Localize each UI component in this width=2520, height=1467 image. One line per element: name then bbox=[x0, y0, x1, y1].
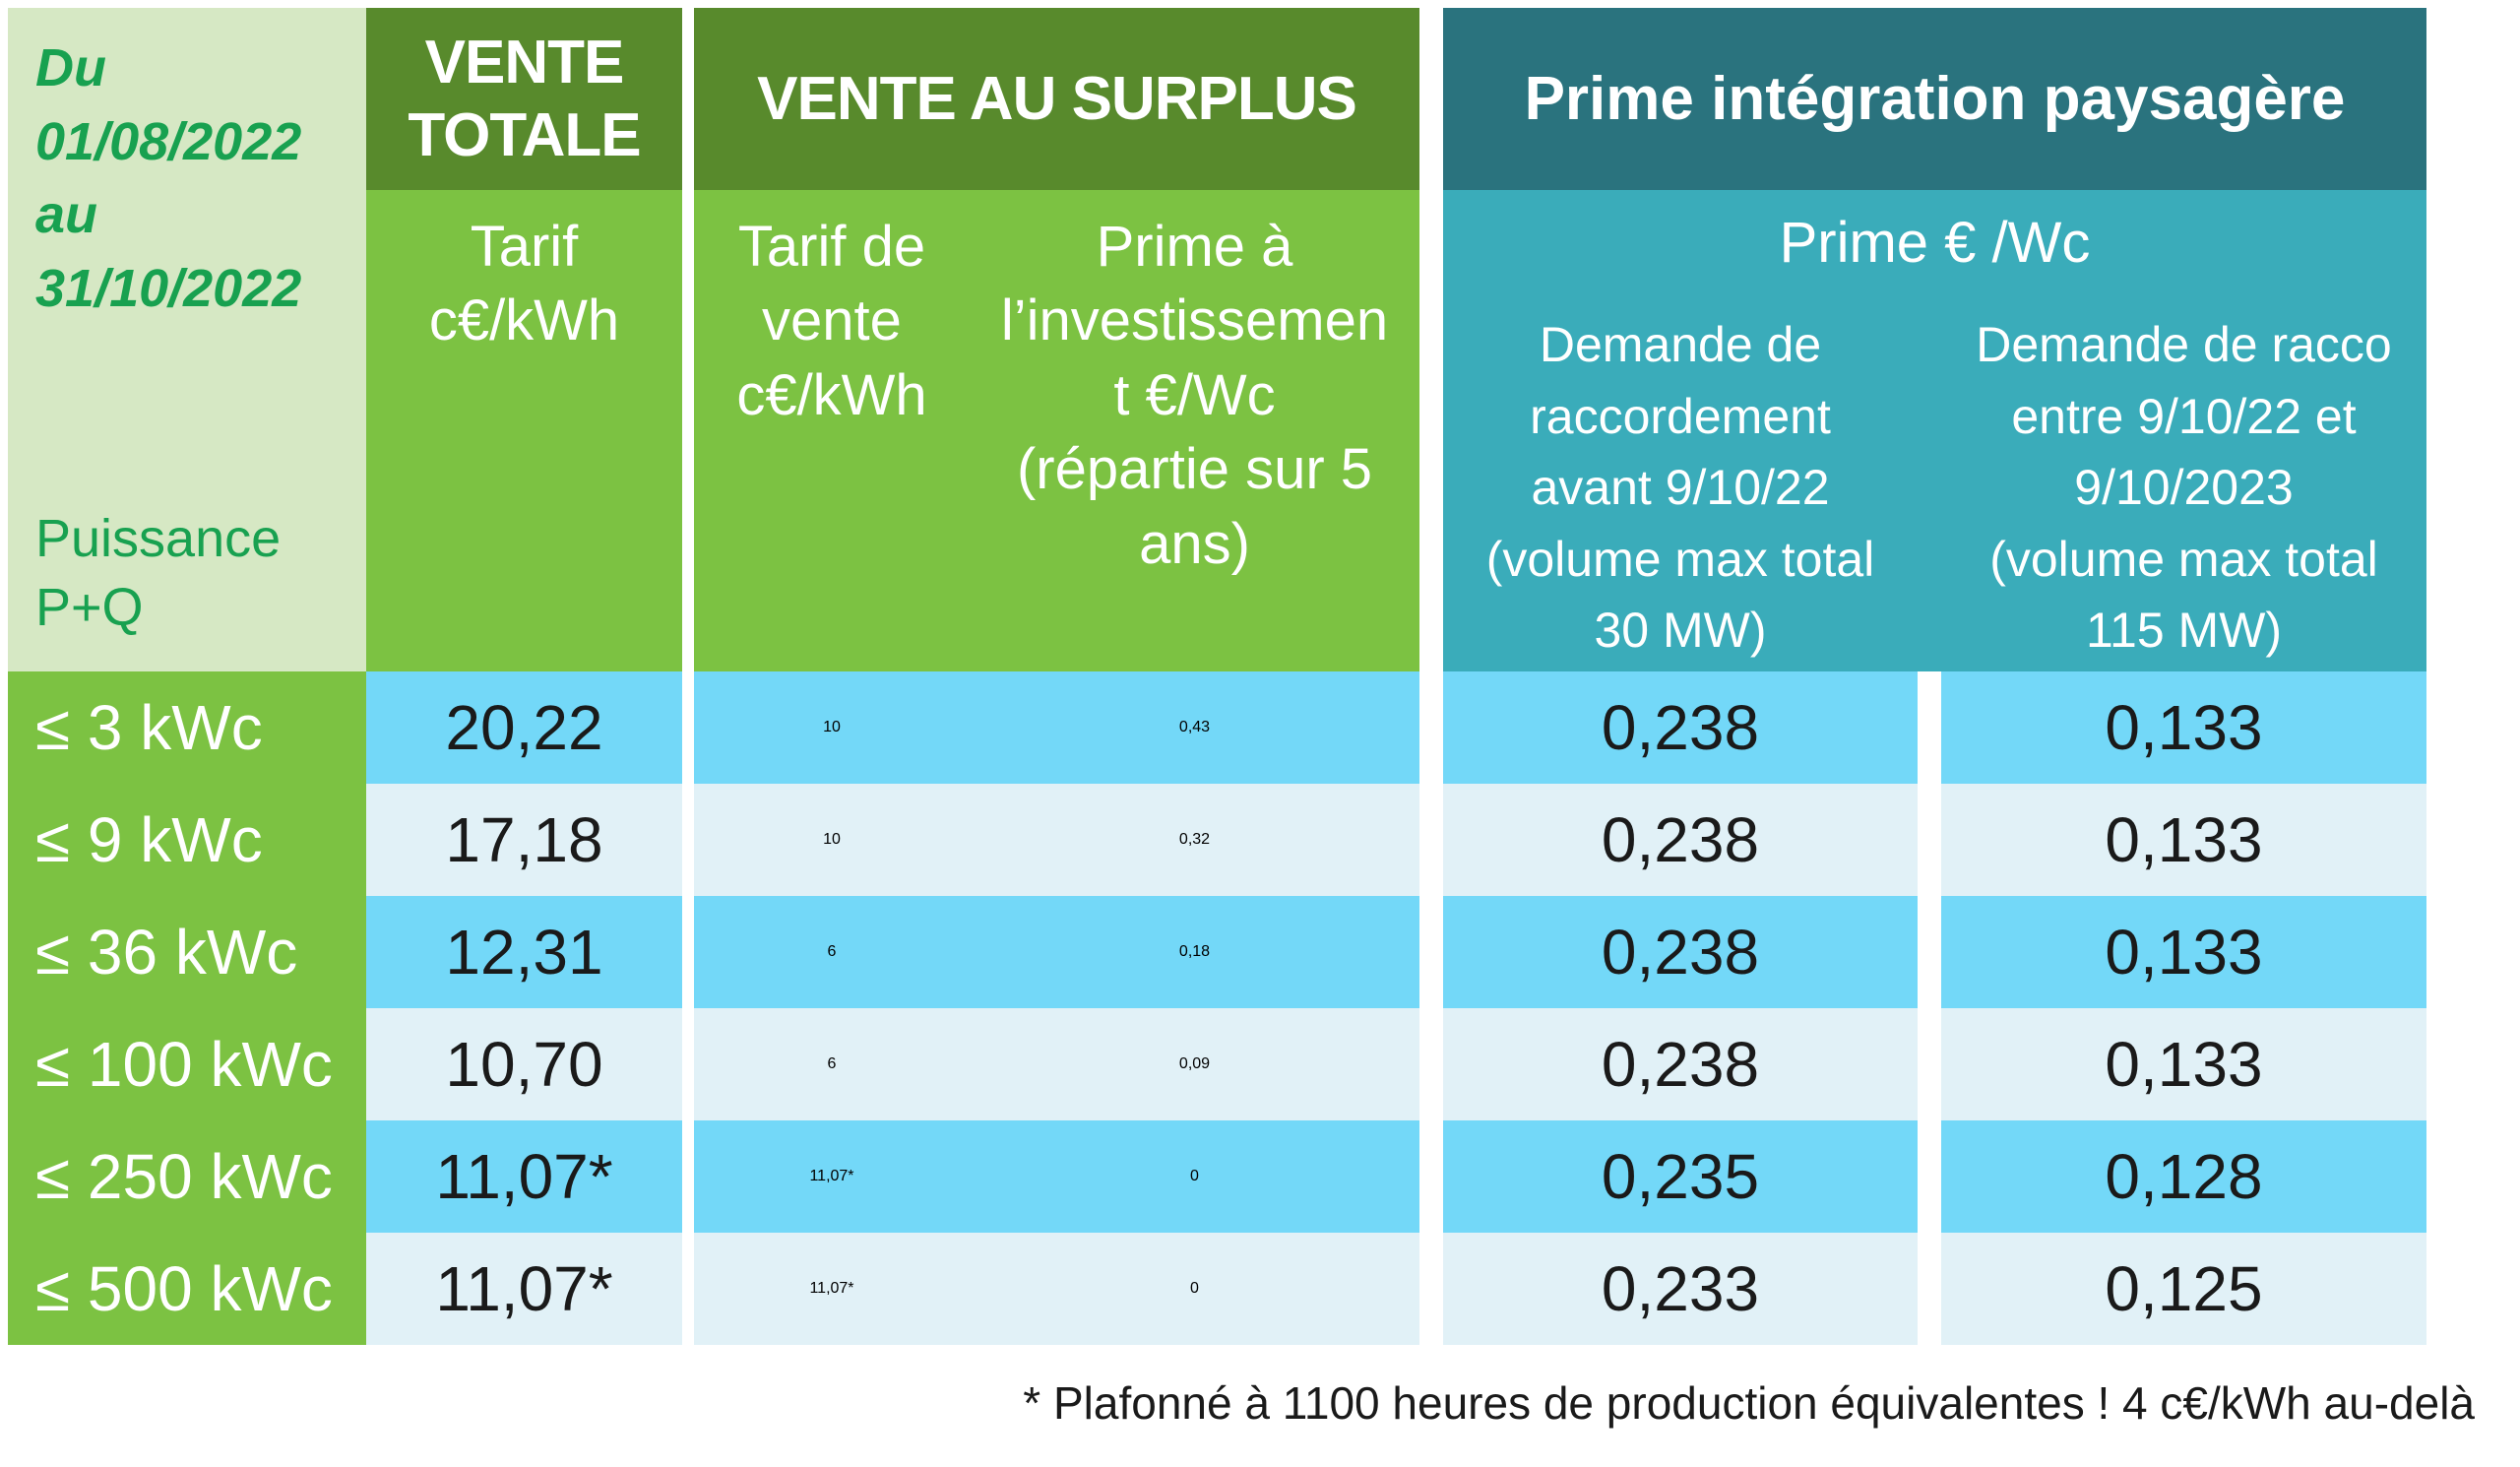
tarif-vente-subheader: Tarif de vente c€/kWh bbox=[736, 215, 927, 427]
power-column-header: Puissance P+Q bbox=[35, 508, 282, 637]
vente-totale-value: 20,22 bbox=[366, 671, 682, 784]
vente-totale-value: 17,18 bbox=[366, 784, 682, 896]
tarif-vente-value: 6 bbox=[827, 1055, 837, 1072]
prime-entre-value: 0,133 bbox=[1941, 1008, 2426, 1120]
prime-wc-subheader: Prime € /Wc bbox=[1779, 211, 2091, 275]
tariff-table: Du 01/08/2022 au 31/10/2022 Puissance P+… bbox=[8, 8, 2426, 1345]
row-label-3kwc: ≤ 3 kWc bbox=[8, 671, 366, 784]
vente-totale-value: 11,07* bbox=[366, 1120, 682, 1233]
vente-totale-value: 12,31 bbox=[366, 896, 682, 1008]
prime-avant-value: 0,235 bbox=[1443, 1120, 1918, 1233]
prime-invest-value: 0 bbox=[1190, 1168, 1199, 1184]
row-label-500kwc: ≤ 500 kWc bbox=[8, 1233, 366, 1345]
prime-entre-value: 0,133 bbox=[1941, 784, 2426, 896]
prime-entre-value: 0,133 bbox=[1941, 671, 2426, 784]
row-label-9kwc: ≤ 9 kWc bbox=[8, 784, 366, 896]
vente-totale-value: 10,70 bbox=[366, 1008, 682, 1120]
prime-avant-value: 0,238 bbox=[1443, 784, 1918, 896]
tarif-vente-value: 11,07* bbox=[809, 1280, 854, 1297]
tarif-vente-value: 10 bbox=[823, 831, 841, 848]
prime-invest-value: 0,43 bbox=[1178, 719, 1211, 735]
period-label: Du 01/08/2022 au 31/10/2022 bbox=[35, 38, 302, 318]
demande-column-spacer bbox=[1918, 309, 1941, 667]
prime-entre-value: 0,125 bbox=[1941, 1233, 2426, 1345]
prime-integration-subheader: Prime € /Wc Demande de raccordement avan… bbox=[1443, 190, 2426, 671]
row-label-100kwc: ≤ 100 kWc bbox=[8, 1008, 366, 1120]
vente-surplus-values: 10 0,32 bbox=[694, 784, 1419, 896]
prime-avant-value: 0,238 bbox=[1443, 1008, 1918, 1120]
vente-surplus-values: 10 0,43 bbox=[694, 671, 1419, 784]
demande-entre-subheader: Demande de racco entre 9/10/22 et 9/10/2… bbox=[1976, 317, 2392, 658]
vente-surplus-values: 6 0,09 bbox=[694, 1008, 1419, 1120]
prime-invest-value: 0,09 bbox=[1178, 1055, 1211, 1072]
vente-surplus-header: VENTE AU SURPLUS bbox=[694, 8, 1419, 190]
tarif-vente-value: 10 bbox=[823, 719, 841, 735]
row-label-36kwc: ≤ 36 kWc bbox=[8, 896, 366, 1008]
prime-entre-value: 0,128 bbox=[1941, 1120, 2426, 1233]
vente-totale-value: 11,07* bbox=[366, 1233, 682, 1345]
vente-surplus-values: 11,07* 0 bbox=[694, 1233, 1419, 1345]
footnote: * Plafonné à 1100 heures de production é… bbox=[1023, 1377, 2475, 1429]
corner-cell: Du 01/08/2022 au 31/10/2022 Puissance P+… bbox=[8, 8, 366, 671]
vente-surplus-values: 6 0,18 bbox=[694, 896, 1419, 1008]
row-label-250kwc: ≤ 250 kWc bbox=[8, 1120, 366, 1233]
prime-avant-value: 0,238 bbox=[1443, 896, 1918, 1008]
vente-surplus-values: 11,07* 0 bbox=[694, 1120, 1419, 1233]
vente-totale-header: VENTE TOTALE bbox=[366, 8, 682, 190]
prime-invest-subheader: Prime à l’investissemen t €/Wc (répartie… bbox=[1000, 215, 1389, 576]
demande-columns: Demande de raccordement avant 9/10/22 (v… bbox=[1443, 309, 2426, 667]
prime-invest-value: 0 bbox=[1190, 1280, 1199, 1297]
tarif-subheader: Tarif c€/kWh bbox=[366, 190, 682, 671]
prime-integration-header: Prime intégration paysagère bbox=[1443, 8, 2426, 190]
vente-surplus-subheader: Tarif de vente c€/kWh Prime à l’investis… bbox=[694, 190, 1419, 671]
prime-avant-value: 0,233 bbox=[1443, 1233, 1918, 1345]
tarif-vente-value: 6 bbox=[827, 943, 837, 960]
prime-invest-value: 0,18 bbox=[1178, 943, 1211, 960]
prime-invest-value: 0,32 bbox=[1178, 831, 1211, 848]
tarif-vente-value: 11,07* bbox=[809, 1168, 854, 1184]
demande-avant-subheader: Demande de raccordement avant 9/10/22 (v… bbox=[1485, 317, 1875, 658]
prime-avant-value: 0,238 bbox=[1443, 671, 1918, 784]
prime-entre-value: 0,133 bbox=[1941, 896, 2426, 1008]
